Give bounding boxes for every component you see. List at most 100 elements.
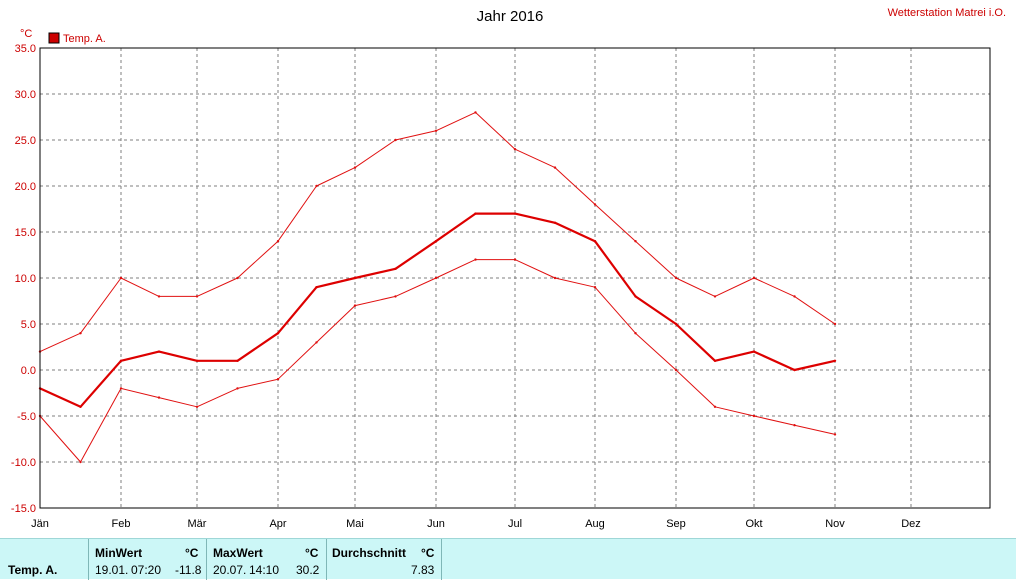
y-tick-label: 0.0	[21, 365, 36, 377]
x-tick-label: Jul	[508, 518, 522, 530]
y-tick-label: 5.0	[21, 319, 36, 331]
x-tick-label: Nov	[825, 518, 845, 530]
data-point-min	[236, 387, 239, 390]
max-date: 20.07.	[213, 563, 247, 577]
data-point-mean	[593, 240, 597, 243]
data-point-mean	[553, 221, 557, 224]
data-point-mean	[713, 359, 717, 362]
series-lines	[38, 111, 837, 464]
data-point-max	[513, 148, 517, 151]
data-point-mean	[474, 212, 477, 215]
data-point-min	[157, 396, 161, 399]
data-point-mean	[674, 322, 678, 326]
x-tick-label: Feb	[112, 518, 131, 530]
data-point-mean	[833, 359, 837, 362]
y-tick-label: 30.0	[15, 89, 36, 101]
data-point-max	[394, 138, 397, 142]
data-point-mean	[195, 359, 199, 362]
station-name: Wetterstation Matrei i.O.	[888, 7, 1006, 19]
y-unit-label: °C	[20, 28, 32, 40]
data-point-min	[195, 405, 199, 408]
data-point-min	[276, 378, 280, 381]
data-point-mean	[434, 240, 438, 243]
data-point-max	[434, 129, 438, 132]
max-time: 14:10	[249, 563, 280, 577]
x-tick-label: Apr	[269, 518, 286, 530]
data-point-min	[474, 258, 477, 261]
data-point-mean	[119, 359, 123, 362]
data-point-mean	[157, 350, 161, 353]
data-point-max	[553, 166, 557, 169]
grid-lines	[40, 48, 990, 508]
avg-header: Durchschnitt	[332, 546, 407, 560]
max-header: MaxWert	[213, 546, 263, 560]
data-point-max	[674, 276, 678, 280]
data-point-max	[195, 295, 199, 298]
series-line-mean	[39, 212, 836, 408]
axes: 35.0 30.0 25.0 20.0 15.0 10.0 5.0 0.0 -5.0 -10.0 -…	[11, 43, 991, 530]
x-tick-label: Dez	[901, 518, 921, 530]
data-point-min	[79, 460, 82, 464]
max-value-cell: MaxWert °C 20.07. 14:10 30.2	[206, 539, 326, 580]
data-point-mean	[315, 286, 318, 289]
data-point-mean	[79, 405, 82, 408]
data-point-max	[474, 111, 477, 114]
data-point-min	[752, 414, 756, 418]
data-point-max	[79, 332, 82, 335]
min-value-cell: MinWert °C 19.01. 07:20 -11.8	[88, 539, 206, 580]
x-tick-label: Jun	[427, 518, 445, 530]
data-point-mean	[634, 295, 637, 298]
data-point-max	[793, 295, 796, 298]
data-point-min	[793, 424, 796, 427]
avg-unit: °C	[421, 546, 435, 560]
y-tick-label: 15.0	[15, 227, 36, 239]
y-tick-label: 10.0	[15, 273, 36, 285]
y-tick-label: 20.0	[15, 181, 36, 193]
data-point-max	[353, 166, 357, 169]
data-point-max	[634, 240, 637, 243]
y-tick-label: 35.0	[15, 43, 36, 55]
min-time: 07:20	[131, 563, 162, 577]
data-point-min	[394, 295, 397, 298]
data-point-min	[674, 368, 678, 372]
data-point-max	[833, 322, 837, 326]
x-tick-label: Mai	[346, 518, 364, 530]
data-point-max	[157, 295, 161, 298]
chart-title: Jahr 2016	[477, 8, 544, 25]
min-value: -11.8	[175, 563, 202, 577]
y-tick-label: -5.0	[17, 411, 36, 423]
data-point-mean	[394, 267, 397, 270]
legend-label: Temp. A.	[63, 33, 106, 45]
data-point-min	[713, 405, 717, 408]
data-point-min	[119, 387, 123, 390]
data-point-min	[634, 332, 637, 335]
data-point-max	[236, 276, 239, 280]
data-point-mean	[276, 332, 280, 335]
stats-row-label: Temp. A.	[8, 563, 58, 577]
y-tick-label: 25.0	[15, 135, 36, 147]
statistics-bar: Temp. A. MinWert °C 19.01. 07:20 -11.8 M…	[0, 538, 1016, 580]
max-value: 30.2	[296, 563, 320, 577]
data-point-min	[434, 276, 438, 280]
data-point-min	[315, 341, 318, 344]
data-point-max	[713, 295, 717, 298]
y-tick-label: -15.0	[11, 503, 36, 515]
plot-frame	[39, 47, 991, 509]
average-value-cell: Durchschnitt °C 7.83	[326, 539, 442, 580]
x-tick-label: Jän	[31, 518, 49, 530]
y-tick-label: -10.0	[11, 457, 36, 469]
max-unit: °C	[305, 546, 319, 560]
data-point-max	[593, 203, 597, 206]
x-tick-label: Sep	[666, 518, 686, 530]
x-tick-label: Aug	[585, 518, 605, 530]
min-header: MinWert	[95, 546, 143, 560]
data-point-min	[833, 433, 837, 436]
data-point-min	[513, 258, 517, 261]
data-point-max	[276, 240, 280, 243]
data-point-mean	[513, 212, 517, 215]
data-point-mean	[236, 359, 239, 362]
data-point-min	[593, 286, 597, 289]
data-point-min	[553, 276, 557, 280]
x-tick-label: Mär	[188, 518, 207, 530]
avg-value: 7.83	[411, 563, 435, 577]
